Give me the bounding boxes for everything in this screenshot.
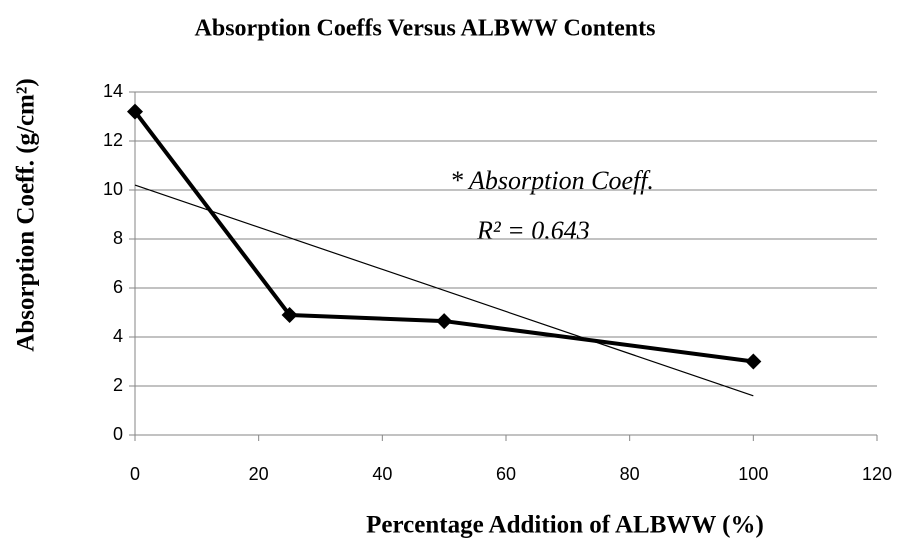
y-tick-label: 12 (103, 130, 123, 150)
y-tick-label: 8 (113, 228, 123, 248)
x-tick-label: 80 (620, 464, 640, 484)
trendline (134, 184, 754, 397)
y-axis-label: Absorption Coeff. (g/cm²) (13, 78, 40, 351)
y-tick-label: 6 (113, 277, 123, 297)
marker (745, 353, 762, 370)
y-tick-label: 14 (103, 81, 123, 101)
marker (127, 103, 143, 120)
series-line (133, 110, 754, 364)
marker (436, 313, 453, 330)
x-tick-label: 0 (130, 464, 140, 484)
x-tick-label: 60 (496, 464, 516, 484)
y-tick-label: 2 (113, 375, 123, 395)
x-axis-label: Percentage Addition of ALBWW (%) (366, 512, 764, 539)
chart-title: Absorption Coeffs Versus ALBWW Contents (195, 16, 656, 42)
x-tick-label: 100 (738, 464, 768, 484)
y-tick-label: 4 (113, 326, 123, 346)
x-tick-label: 20 (249, 464, 269, 484)
annotation: R² = 0.643 (476, 216, 590, 245)
annotation: * Absorption Coeff. (450, 166, 654, 195)
y-tick-label: 10 (103, 179, 123, 199)
y-tick-label: 0 (113, 424, 123, 444)
x-tick-label: 120 (862, 464, 892, 484)
x-tick-label: 40 (372, 464, 392, 484)
marker (281, 306, 298, 323)
